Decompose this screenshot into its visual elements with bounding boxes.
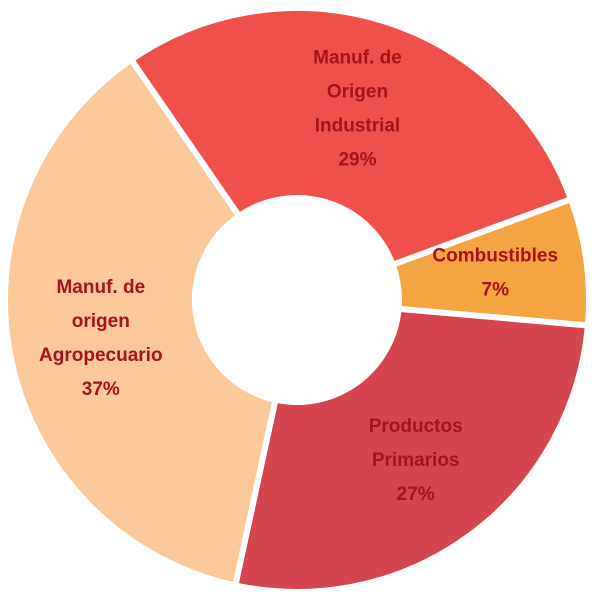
- slice-label: Manuf. de Origen Industrial 29%: [313, 47, 402, 170]
- slice-label: Combustibles 7%: [432, 246, 558, 301]
- value-label: 29%: [338, 149, 376, 170]
- value-label: 27%: [397, 484, 435, 505]
- value-label: 7%: [482, 280, 510, 301]
- category-label: Combustibles: [432, 246, 558, 267]
- slice-label: Manuf. de origen Agropecuario 37%: [39, 277, 163, 400]
- slice-label: Productos Primarios 27%: [369, 416, 463, 505]
- category-label: Manuf. de Origen Industrial: [313, 47, 402, 136]
- donut-slice: [2, 55, 280, 589]
- category-label: Productos Primarios: [369, 416, 463, 471]
- value-label: 37%: [82, 379, 120, 400]
- category-label: Manuf. de origen Agropecuario: [39, 277, 163, 366]
- donut-slice: [127, 5, 575, 269]
